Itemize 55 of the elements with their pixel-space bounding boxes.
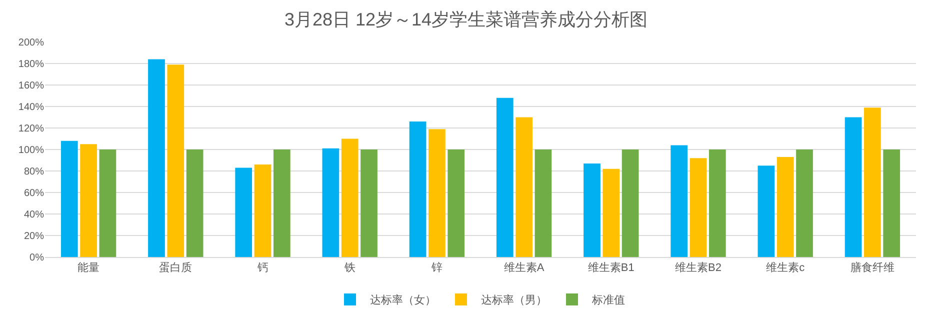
bar <box>516 117 532 257</box>
y-tick-label: 120% <box>18 124 44 134</box>
bar <box>670 145 688 257</box>
bar <box>99 150 116 257</box>
bar <box>148 59 165 257</box>
y-tick-label: 200% <box>18 38 44 48</box>
y-tick-label: 40% <box>24 210 44 220</box>
x-tick-label: 铁 <box>343 262 356 274</box>
bar <box>273 150 290 257</box>
bar <box>80 144 97 257</box>
x-tick-label: 能量 <box>78 261 100 274</box>
bar <box>167 64 184 257</box>
bar <box>186 150 204 257</box>
bar <box>602 168 620 257</box>
bar <box>322 148 340 257</box>
bar <box>690 158 707 257</box>
x-tick-label: 维生素B1 <box>588 261 634 274</box>
x-tick-label: 维生素A <box>504 261 545 274</box>
bar <box>235 168 252 257</box>
bar <box>864 108 881 257</box>
bar <box>496 98 514 257</box>
bar <box>844 117 862 257</box>
bar <box>584 163 600 257</box>
x-tick-label: 钙 <box>256 262 268 274</box>
bar <box>428 129 446 257</box>
x-tick-label: 蛋白质 <box>159 261 192 274</box>
y-tick-label: 0% <box>30 252 44 264</box>
y-tick-label: 20% <box>24 231 44 242</box>
bar <box>796 150 813 257</box>
bar <box>622 150 639 257</box>
legend-label: 标准值 <box>591 294 625 307</box>
x-tick-label: 锌 <box>430 261 442 274</box>
bar <box>409 122 426 257</box>
bar <box>758 166 775 257</box>
y-tick-label: 180% <box>18 59 44 70</box>
chart-title: 3月28日 12岁～14岁学生菜谱营养成分分析图 <box>284 10 648 30</box>
bar <box>534 150 552 257</box>
y-tick-label: 140% <box>18 102 44 113</box>
bar <box>883 150 900 257</box>
x-tick-label: 膳食纤维 <box>850 261 894 274</box>
bar <box>360 150 378 257</box>
bar <box>708 150 726 257</box>
x-tick-label: 维生素B2 <box>675 261 722 274</box>
bar <box>341 138 358 257</box>
bar <box>254 164 272 257</box>
legend-label: 达标率（女） <box>370 294 436 307</box>
y-tick-label: 80% <box>24 166 44 178</box>
bar <box>60 140 78 257</box>
legend-label: 达标率（男） <box>481 294 547 307</box>
y-tick-label: 160% <box>18 80 44 92</box>
y-tick-label: 100% <box>18 145 44 156</box>
x-tick-label: 维生素c <box>766 261 806 274</box>
bar <box>448 150 465 257</box>
bar <box>776 157 794 257</box>
y-tick-label: 60% <box>24 188 44 199</box>
